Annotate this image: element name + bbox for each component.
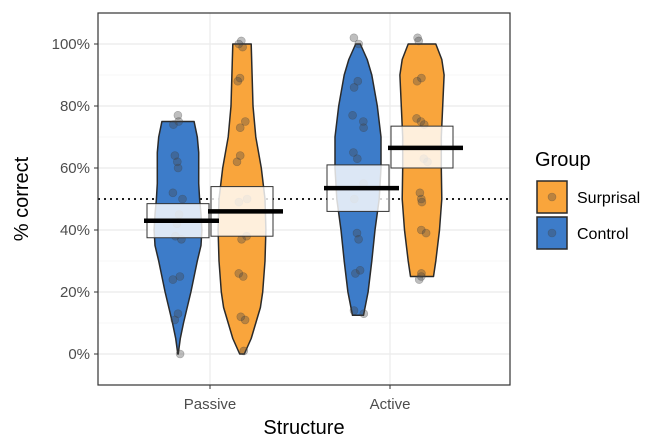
grid-lines [98,13,510,385]
data-point [238,42,247,52]
data-point [173,309,183,319]
data-point [359,309,369,319]
legend-label-surprisal: Surprisal [577,190,640,207]
data-point [173,157,182,167]
mean-lines [144,145,463,223]
x-axis-title: Structure [263,417,344,439]
data-point [413,33,422,43]
data-point [352,154,362,163]
data-point [173,163,183,173]
data-point [355,265,365,275]
data-point [170,151,180,160]
data-point [234,269,244,278]
data-point [178,194,187,204]
data-point [175,272,185,281]
data-point [233,76,243,86]
plot-border [97,12,511,386]
legend-label-control: Control [577,226,629,243]
data-point [175,349,185,359]
data-point [239,346,249,356]
y-tick-label: 80% [60,98,90,115]
data-point [241,117,250,126]
y-tick-label: 0% [68,346,90,363]
y-tick-label: 60% [60,160,90,177]
data-point [168,275,178,284]
data-point [417,269,426,278]
data-point [236,312,246,322]
data-point [170,315,180,325]
legend-key-point [547,228,557,238]
data-point [351,269,360,278]
data-point [414,275,424,284]
data-point [412,76,422,86]
data-point [235,123,245,132]
data-point [352,228,362,238]
data-point [416,117,426,126]
legend-key-surprisal [536,180,568,214]
data-point [354,235,363,244]
data-point [417,73,426,83]
data-point [415,188,425,198]
data-point [348,111,357,120]
y-axis: 0% 20% 40% 60% 80% 100% [52,36,98,363]
legend-key-control [536,216,568,250]
data-point [349,83,359,92]
legend: Group Surprisal Control [535,149,640,250]
data-point [169,120,178,129]
y-tick-label: 100% [52,36,90,53]
data-point [235,73,245,83]
x-axis: Passive Active [184,385,411,413]
data-point [349,306,359,315]
legend-title: Group [535,149,591,171]
data-point [234,39,244,49]
data-point [235,151,245,160]
data-point [349,33,359,43]
data-point [240,315,250,325]
x-tick-label: Active [370,396,411,413]
data-point [416,225,426,235]
data-point [358,117,368,126]
data-point [174,117,183,126]
data-point [238,272,248,281]
data-point [414,36,424,46]
data-point [349,148,358,157]
data-point [168,188,178,198]
data-point [421,228,431,238]
jitter-points [168,33,432,359]
data-point [354,39,364,49]
data-point [416,272,426,281]
legend-key-point [547,192,557,202]
data-point [237,36,246,46]
data-point [412,114,421,123]
y-tick-label: 40% [60,222,90,239]
data-point [173,111,183,120]
data-point [353,76,363,86]
y-axis-title: % correct [11,156,33,241]
data-point [417,197,427,207]
x-tick-label: Passive [184,396,237,413]
y-tick-label: 20% [60,284,90,301]
data-point [416,194,426,204]
data-point [359,123,368,132]
data-point [232,157,242,167]
